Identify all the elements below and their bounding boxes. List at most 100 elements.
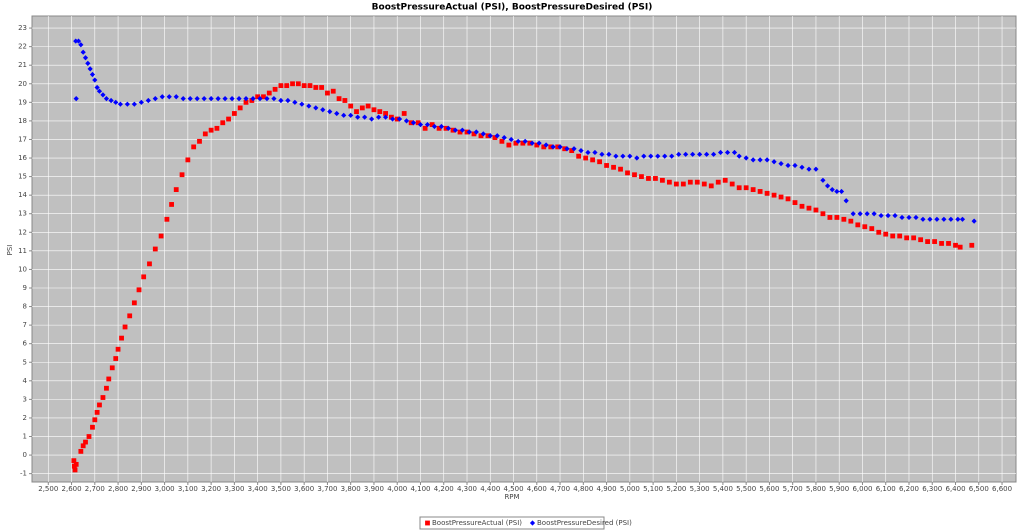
x-tick-label: 3,200 [201,485,221,493]
x-tick-label: 5,700 [783,485,803,493]
point [255,94,261,100]
point [541,144,547,150]
x-tick-label: 5,500 [736,485,756,493]
point [771,192,777,198]
point [838,188,845,195]
point [708,183,714,189]
x-tick-label: 5,200 [666,485,686,493]
point [320,107,326,113]
point [457,129,463,135]
point [71,458,77,464]
point [82,55,89,61]
point [829,186,835,193]
x-tick-label: 5,100 [643,485,663,493]
point [377,109,383,115]
y-tick-label: 21 [18,61,27,69]
point [122,324,128,330]
point [330,88,336,94]
x-tick-label: 5,000 [620,485,640,493]
y-tick-label: 3 [23,395,27,403]
point [618,166,623,172]
point [848,218,854,224]
point [78,448,84,454]
point [592,149,598,156]
point [778,194,784,200]
x-tick-label: 3,100 [178,485,198,493]
point [820,211,826,217]
point [771,159,777,165]
point [194,96,200,102]
point [424,122,431,128]
point [632,172,637,178]
point [471,131,477,137]
point [264,96,270,102]
point [878,212,884,219]
point [80,443,86,449]
point [673,181,679,187]
point [220,120,226,126]
point [117,101,123,107]
x-tick-label: 3,300 [224,485,244,493]
point [438,123,445,130]
point [141,274,147,280]
point [897,233,903,239]
point [646,176,651,181]
point [764,190,770,196]
point [529,140,535,146]
point [97,402,102,408]
y-tick-label: 15 [18,173,27,181]
x-tick-label: 4,400 [480,485,500,493]
point [480,131,486,137]
point [799,203,805,209]
point [229,96,235,102]
point [736,185,742,191]
point [325,90,330,96]
point [855,222,861,228]
point [499,138,505,144]
point [953,242,958,248]
point [578,148,584,154]
point [169,202,174,207]
point [113,356,119,361]
point [785,162,791,169]
point [452,127,458,133]
point [355,114,361,120]
point [179,172,185,178]
point [197,138,202,144]
legend-marker [529,520,536,526]
point [648,153,654,159]
point [710,151,717,157]
point [824,183,831,189]
y-tick-label: 13 [18,210,27,218]
point [536,140,542,146]
point [319,85,325,90]
point [236,96,242,102]
point [611,164,616,170]
point [634,155,640,161]
point [478,133,484,139]
point [876,229,882,235]
point [313,85,319,90]
y-tick-label: 18 [18,117,27,125]
point [73,96,79,102]
y-tick-label: 4 [23,377,28,385]
point [243,96,249,102]
point [208,96,214,102]
point [250,96,256,102]
point [127,313,133,319]
point [354,109,359,115]
point [266,90,272,96]
plot-area [31,15,1017,483]
y-tick-label: 8 [23,303,27,311]
y-tick-label: 11 [18,247,27,255]
point [843,198,849,204]
point [86,434,92,439]
x-tick-label: 6,100 [876,485,896,493]
point [806,166,812,172]
point [906,214,912,221]
point [736,153,742,159]
point [899,214,905,221]
point [109,365,115,371]
point [422,125,428,131]
x-tick-label: 3,700 [317,485,337,493]
